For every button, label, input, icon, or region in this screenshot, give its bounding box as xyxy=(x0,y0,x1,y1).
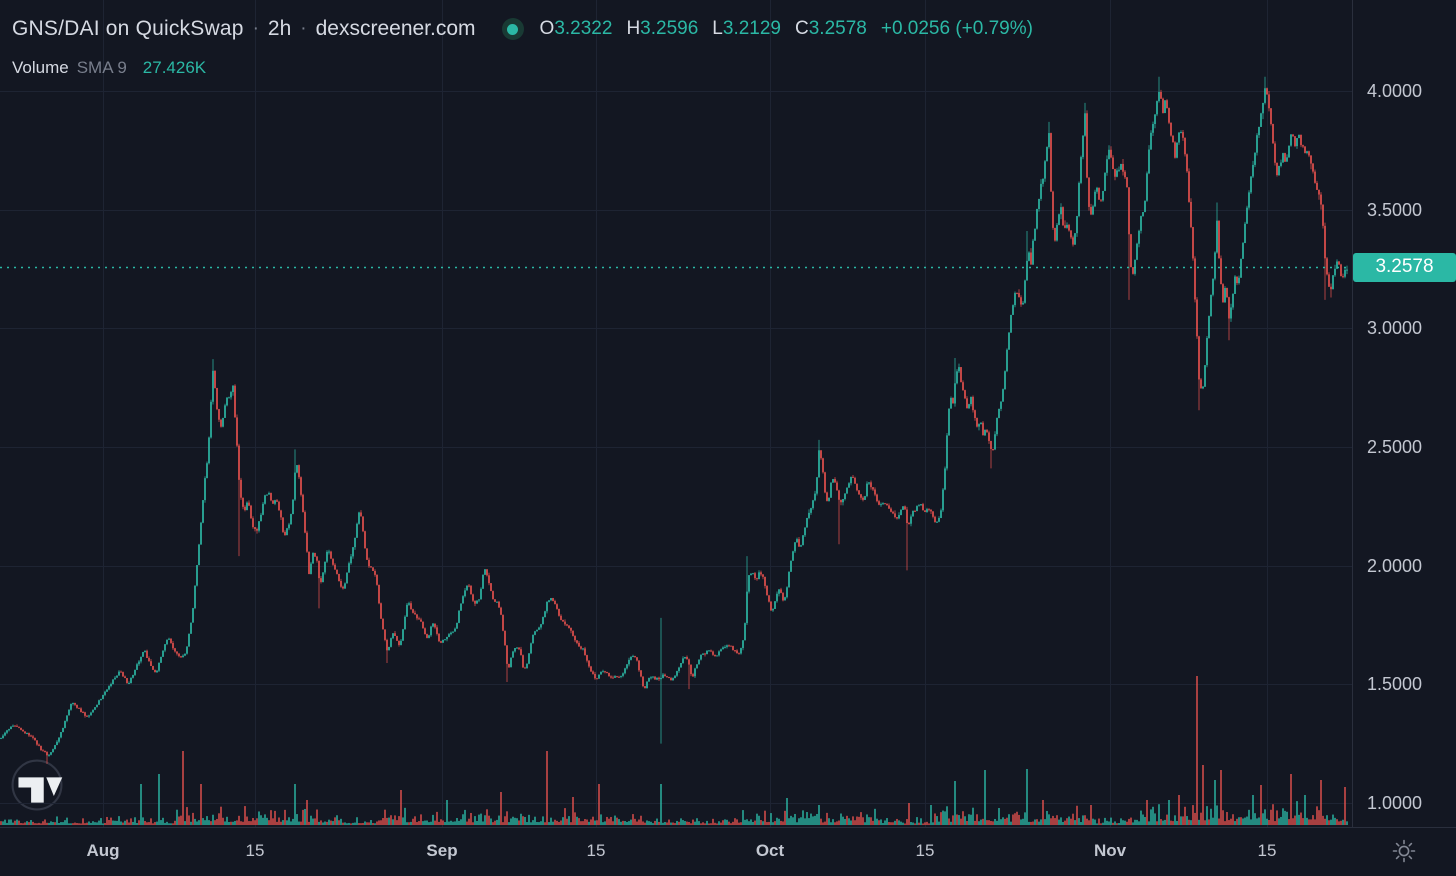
low-value: 3.2129 xyxy=(722,18,781,39)
high-value: 3.2596 xyxy=(640,18,699,39)
sun-icon xyxy=(1392,839,1416,863)
chart-legend: GNS/DAI on QuickSwap · 2h · dexscreener.… xyxy=(12,12,1033,46)
tradingview-logo-icon xyxy=(11,759,63,811)
price-axis-label: 3.5000 xyxy=(1367,199,1423,220)
open-label: O xyxy=(539,18,555,39)
time-axis-label: Aug xyxy=(86,841,120,860)
close-label: C xyxy=(795,18,809,39)
time-axis[interactable]: Aug 15 Sep 15 Oct 15 Nov 15 xyxy=(0,827,1456,876)
price-axis-label: 4.0000 xyxy=(1367,81,1423,101)
time-axis-label: 15 xyxy=(586,841,606,860)
low-label: L xyxy=(712,18,723,39)
volume-bars xyxy=(0,676,1348,825)
time-axis-label: Oct xyxy=(755,841,785,860)
volume-value: 27.426K xyxy=(142,58,207,77)
price-axis-label: 3.0000 xyxy=(1367,318,1423,339)
pair-title[interactable]: GNS/DAI on QuickSwap xyxy=(12,17,244,40)
price-axis-label: 1.0000 xyxy=(1367,793,1423,813)
interval-label[interactable]: 2h xyxy=(267,17,292,40)
time-axis-label: 15 xyxy=(245,841,265,860)
time-axis-label: 15 xyxy=(1257,841,1277,860)
change-value: +0.0256 (+0.79%) xyxy=(880,18,1033,39)
price-axis[interactable]: 3.2578 4.0000 3.5000 3.0000 2.5000 2.0000 1.5… xyxy=(1352,0,1456,876)
candles xyxy=(0,76,1348,764)
volume-indicator-label[interactable]: Volume xyxy=(12,58,69,77)
high-label: H xyxy=(626,18,641,39)
title-separator: · xyxy=(252,18,259,39)
tradingview-logo[interactable] xyxy=(5,753,69,822)
time-axis-label: Nov xyxy=(1093,841,1127,860)
ohlc-values: O3.2322 H3.2596 L3.2129 C3.2578 +0.0256 … xyxy=(540,18,1033,40)
price-axis-label: 2.0000 xyxy=(1367,555,1423,576)
theme-toggle-button[interactable] xyxy=(1390,837,1418,870)
market-status-icon xyxy=(501,18,524,40)
time-axis-label: Sep xyxy=(426,841,458,860)
close-value: 3.2578 xyxy=(808,18,867,39)
time-axis-label: 15 xyxy=(915,841,935,860)
data-source-label: dexscreener.com xyxy=(315,17,476,40)
volume-indicator-legend: Volume SMA 9 27.426K xyxy=(12,58,206,78)
price-axis-label: 2.5000 xyxy=(1367,437,1423,457)
candlestick-chart[interactable] xyxy=(0,0,1456,827)
volume-sma-params: SMA 9 xyxy=(76,58,127,77)
open-value: 3.2322 xyxy=(554,18,613,39)
grid-lines xyxy=(0,0,1352,827)
price-axis-label: 1.5000 xyxy=(1367,674,1423,695)
title-separator: · xyxy=(300,18,307,39)
last-price-badge: 3.2578 xyxy=(1353,252,1456,282)
